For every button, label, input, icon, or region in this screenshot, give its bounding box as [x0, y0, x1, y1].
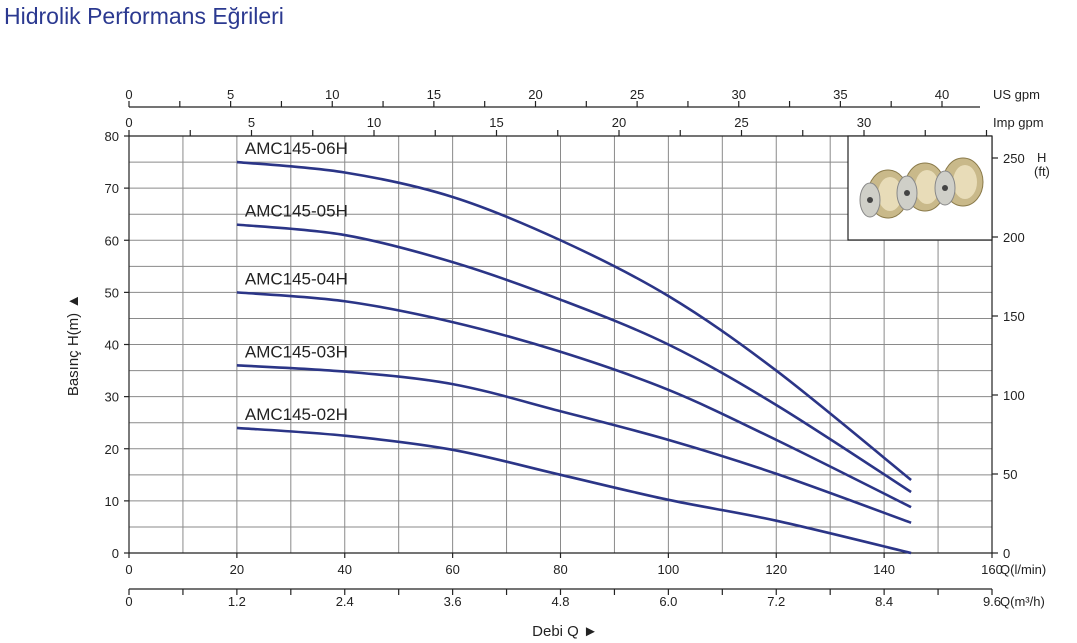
y-tick-label: 40: [105, 338, 119, 353]
curve-amc145-04h: [236, 291, 912, 509]
ft-tick-label: 250: [1003, 151, 1025, 166]
y-tick-label: 60: [105, 233, 119, 248]
ft-unit-h: H: [1037, 150, 1046, 165]
x-tick-label: 120: [765, 562, 787, 577]
curve-label: AMC145-06H: [245, 139, 348, 158]
x-tick-label: 80: [553, 562, 567, 577]
imp-gpm-unit-label: Imp gpm: [993, 115, 1044, 130]
imp-gpm-tick-label: 0: [125, 115, 132, 130]
curve-amc145-02h: [236, 426, 912, 555]
ft-tick-label: 100: [1003, 388, 1025, 403]
x-tick-label: 0: [125, 562, 132, 577]
curve-label: AMC145-02H: [245, 405, 348, 424]
m3h-tick-label: 4.8: [551, 594, 569, 609]
y-axis-title: Basınç H(m) ▲: [65, 294, 82, 396]
imp-gpm-tick-label: 5: [248, 115, 255, 130]
imp-gpm-tick-label: 15: [489, 115, 503, 130]
m3h-tick-label: 7.2: [767, 594, 785, 609]
y-tick-label: 0: [112, 546, 119, 561]
y-tick-label: 10: [105, 494, 119, 509]
us-gpm-tick-label: 35: [833, 87, 847, 102]
x-tick-label: 100: [658, 562, 680, 577]
us-gpm-unit-label: US gpm: [993, 87, 1040, 102]
x-tick-label: 160: [981, 562, 1003, 577]
m3h-tick-label: 9.6: [983, 594, 1001, 609]
ft-tick-label: 50: [1003, 467, 1017, 482]
m3h-tick-label: 0: [125, 594, 132, 609]
ft-tick-label: 200: [1003, 230, 1025, 245]
x-tick-label: 60: [445, 562, 459, 577]
pump-shaft-hole: [942, 185, 948, 191]
us-gpm-tick-label: 5: [227, 87, 234, 102]
x-tick-label: 20: [230, 562, 244, 577]
imp-gpm-tick-label: 20: [612, 115, 626, 130]
pump-impeller-highlight: [953, 165, 977, 199]
pump-shaft-hole: [904, 190, 910, 196]
us-gpm-tick-label: 25: [630, 87, 644, 102]
pump-impeller-highlight: [878, 177, 902, 211]
us-gpm-tick-label: 30: [732, 87, 746, 102]
x-tick-label: 40: [338, 562, 352, 577]
curve-amc145-03h: [236, 364, 912, 524]
curve-label: AMC145-05H: [245, 202, 348, 221]
y-tick-label: 50: [105, 285, 119, 300]
m3h-tick-label: 6.0: [659, 594, 677, 609]
us-gpm-tick-label: 15: [427, 87, 441, 102]
y-tick-label: 30: [105, 390, 119, 405]
x-unit-label: Q(l/min): [1000, 562, 1046, 577]
imp-gpm-tick-label: 25: [734, 115, 748, 130]
pump-impeller-highlight: [915, 170, 939, 204]
chart-title: Hidrolik Performans Eğrileri: [4, 3, 284, 29]
pump-shaft-hole: [867, 197, 873, 203]
us-gpm-tick-label: 20: [528, 87, 542, 102]
ft-tick-label: 0: [1003, 546, 1010, 561]
y-tick-label: 80: [105, 129, 119, 144]
m3h-unit-label: Q(m³/h): [1000, 594, 1045, 609]
m3h-tick-label: 1.2: [228, 594, 246, 609]
curve-amc145-05h: [236, 223, 912, 494]
us-gpm-tick-label: 40: [935, 87, 949, 102]
curve-label: AMC145-04H: [245, 269, 348, 288]
x-axis-title: Debi Q ►: [532, 623, 598, 640]
ft-tick-label: 150: [1003, 309, 1025, 324]
y-tick-label: 70: [105, 181, 119, 196]
ft-unit-label: (ft): [1034, 164, 1050, 179]
curve-amc145-06h: [236, 160, 912, 482]
m3h-tick-label: 2.4: [336, 594, 354, 609]
curve-label: AMC145-03H: [245, 342, 348, 361]
us-gpm-tick-label: 0: [125, 87, 132, 102]
y-tick-label: 20: [105, 442, 119, 457]
m3h-tick-label: 3.6: [444, 594, 462, 609]
imp-gpm-tick-label: 10: [367, 115, 381, 130]
us-gpm-tick-label: 10: [325, 87, 339, 102]
imp-gpm-tick-label: 30: [857, 115, 871, 130]
x-tick-label: 140: [873, 562, 895, 577]
m3h-tick-label: 8.4: [875, 594, 893, 609]
